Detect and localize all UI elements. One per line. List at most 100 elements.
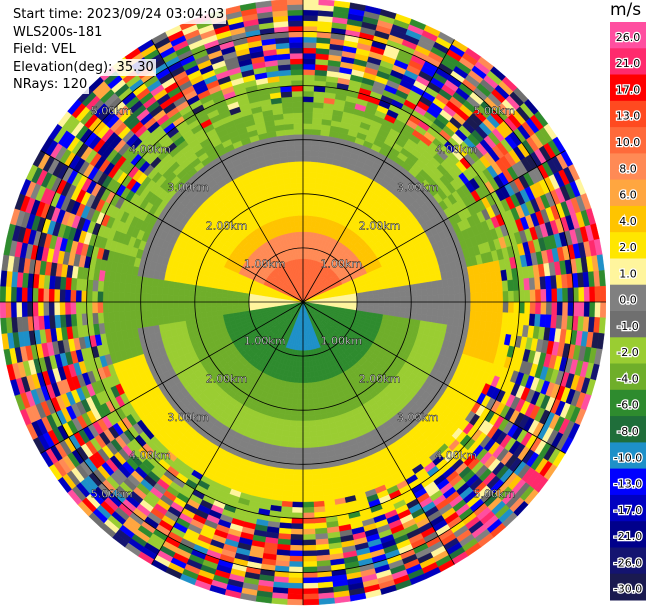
velocity-gate xyxy=(501,280,509,292)
velocity-gate xyxy=(299,355,304,362)
velocity-gate xyxy=(302,42,317,49)
velocity-gate xyxy=(556,288,563,303)
velocity-gate xyxy=(421,307,428,316)
velocity-gate xyxy=(310,150,320,157)
velocity-gate xyxy=(302,161,311,168)
velocity-gate xyxy=(315,424,324,432)
velocity-gate xyxy=(513,290,520,303)
velocity-gate xyxy=(289,544,304,552)
velocity-gate xyxy=(454,301,461,311)
velocity-gate xyxy=(378,301,385,307)
velocity-gate xyxy=(469,310,477,321)
velocity-gate xyxy=(394,301,401,308)
velocity-gate xyxy=(294,447,304,454)
velocity-gate xyxy=(306,226,312,233)
velocity-gate xyxy=(310,452,320,459)
velocity-gate xyxy=(293,474,304,481)
velocity-gate xyxy=(292,393,299,400)
velocity-gate xyxy=(302,4,319,11)
velocity-gate xyxy=(302,371,308,379)
velocity-gate xyxy=(281,500,293,508)
velocity-gate xyxy=(281,495,294,503)
velocity-gate xyxy=(302,577,318,584)
velocity-gate xyxy=(290,414,298,422)
velocity-gate xyxy=(431,308,439,317)
velocity-gate xyxy=(312,490,324,497)
velocity-gate xyxy=(437,308,444,317)
velocity-gate xyxy=(302,534,316,541)
velocity-gate xyxy=(311,473,322,481)
velocity-gate xyxy=(302,442,311,449)
velocity-gate xyxy=(306,382,313,389)
velocity-gate xyxy=(227,301,234,307)
velocity-gate xyxy=(280,506,293,513)
velocity-gate xyxy=(302,393,309,400)
velocity-gate xyxy=(302,204,309,211)
velocity-gate xyxy=(302,582,319,590)
velocity-gate xyxy=(464,292,471,303)
velocity-gate xyxy=(302,79,315,87)
velocity-gate xyxy=(416,301,423,309)
velocity-gate xyxy=(425,281,433,290)
velocity-gate xyxy=(156,309,164,318)
velocity-gate xyxy=(367,294,374,299)
velocity-gate xyxy=(205,306,212,313)
velocity-gate xyxy=(437,294,444,303)
velocity-gate xyxy=(362,298,369,303)
velocity-gate xyxy=(286,447,296,454)
velocity-gate xyxy=(383,301,390,307)
velocity-gate xyxy=(302,469,313,476)
velocity-gate xyxy=(302,188,310,195)
velocity-gate xyxy=(540,289,547,303)
velocity-gate xyxy=(529,289,536,303)
velocity-gate xyxy=(302,25,318,33)
velocity-gate xyxy=(297,393,304,400)
velocity-gate xyxy=(295,436,304,443)
velocity-gate xyxy=(302,544,317,552)
velocity-gates xyxy=(0,0,606,606)
velocity-gate xyxy=(292,485,304,492)
velocity-gate xyxy=(442,286,450,295)
velocity-gate xyxy=(496,280,504,293)
velocity-gate xyxy=(294,453,304,460)
velocity-gate xyxy=(481,301,488,312)
velocity-gate xyxy=(216,310,224,316)
velocity-gate xyxy=(394,306,401,313)
velocity-gate xyxy=(302,123,313,130)
velocity-gate xyxy=(421,295,428,303)
velocity-gate xyxy=(297,404,304,411)
velocity-gate xyxy=(302,453,312,460)
velocity-gate xyxy=(448,285,455,295)
velocity-gate xyxy=(312,479,323,486)
velocity-gate xyxy=(302,198,309,205)
velocity-gate xyxy=(310,447,320,454)
velocity-gate xyxy=(290,534,304,541)
velocity-gate xyxy=(298,377,304,384)
velocity-gate xyxy=(302,139,312,146)
velocity-gate xyxy=(297,399,304,406)
velocity-gate xyxy=(535,289,542,303)
velocity-gate xyxy=(302,550,317,557)
velocity-gate xyxy=(313,91,326,98)
velocity-gate xyxy=(453,309,460,319)
velocity-gate xyxy=(308,403,315,411)
velocity-gate xyxy=(389,301,396,308)
velocity-gate xyxy=(302,474,313,481)
velocity-gate xyxy=(0,317,8,334)
velocity-gate xyxy=(302,447,312,454)
velocity-gate xyxy=(302,58,316,65)
velocity-gate xyxy=(108,311,115,323)
velocity-gate xyxy=(313,96,325,104)
velocity-gate xyxy=(567,301,574,317)
velocity-gate xyxy=(271,597,288,605)
velocity-gate xyxy=(421,288,428,297)
velocity-gate xyxy=(361,294,369,300)
velocity-gate xyxy=(312,484,324,492)
velocity-gate xyxy=(288,566,304,573)
velocity-gate xyxy=(486,291,493,303)
velocity-gate xyxy=(372,293,379,299)
velocity-gate xyxy=(312,392,319,400)
velocity-gate xyxy=(474,283,482,294)
velocity-gate xyxy=(211,310,218,317)
velocity-gate xyxy=(302,242,307,249)
